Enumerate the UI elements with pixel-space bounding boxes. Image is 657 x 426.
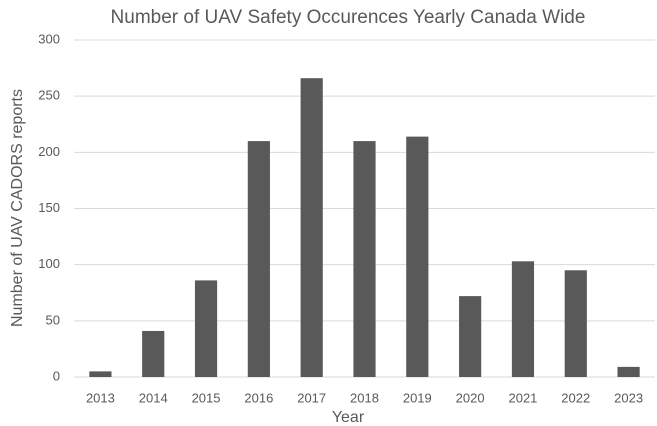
x-tick-label: 2023 [614, 390, 643, 405]
x-tick-label: 2021 [508, 390, 537, 405]
x-tick-label: 2018 [350, 390, 379, 405]
y-axis-label: Number of UAV CADORS reports [9, 89, 26, 327]
x-tick-label: 2014 [139, 390, 168, 405]
x-tick-label: 2019 [403, 390, 432, 405]
x-tick-label: 2015 [192, 390, 221, 405]
bar [353, 141, 376, 377]
y-tick-label: 0 [53, 368, 60, 383]
y-tick-label: 300 [38, 31, 60, 46]
bar [300, 78, 323, 378]
bar [142, 330, 165, 377]
bar [511, 261, 535, 377]
y-tick-label: 200 [38, 144, 60, 159]
y-tick-label: 250 [38, 88, 60, 103]
y-tick-label: 150 [38, 200, 60, 215]
x-tick-label: 2020 [456, 390, 485, 405]
bar [459, 296, 482, 377]
x-tick-label: 2016 [244, 390, 273, 405]
x-axis-label: Year [332, 409, 365, 426]
x-tick-label: 2017 [297, 390, 326, 405]
x-tick-label: 2022 [561, 390, 590, 405]
bar [564, 270, 587, 377]
chart-title: Number of UAV Safety Occurences Yearly C… [111, 7, 586, 28]
y-tick-label: 100 [38, 256, 60, 271]
y-tick-label: 50 [46, 312, 60, 327]
bar [194, 280, 218, 377]
bar [617, 366, 640, 377]
x-tick-label: 2013 [86, 390, 115, 405]
bar [247, 141, 270, 377]
bar [89, 371, 112, 377]
bar [406, 136, 429, 377]
